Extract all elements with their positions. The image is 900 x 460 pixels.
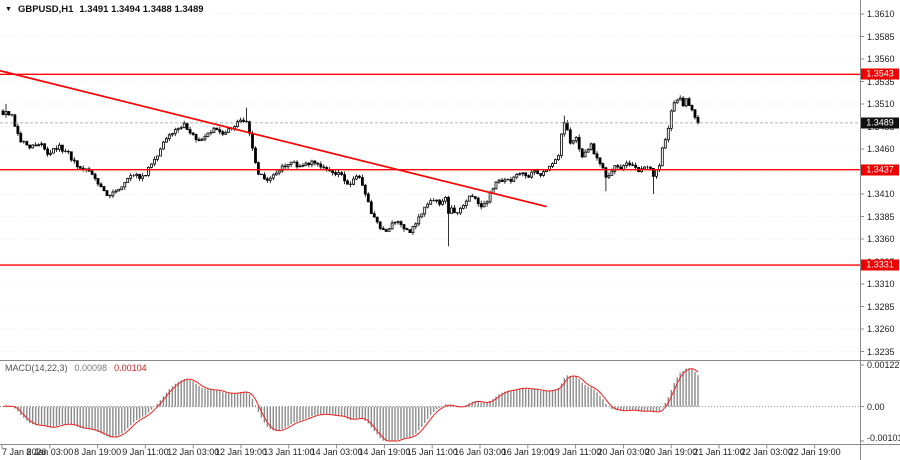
macd-tick-label: 0.00122 [867,360,900,370]
symbol-icon: ▼ [5,5,12,13]
price-tick-label: 1.3385 [867,211,895,222]
time-tick-label: 12 Jan 03:00 [167,447,220,457]
time-tick-label: 9 Jan 11:00 [122,447,169,457]
price-tick-label: 1.3235 [867,346,895,357]
price-tick-label: 1.3460 [867,144,895,154]
symbol-label: GBPUSD,H1 [17,4,74,15]
price-tick-label: 1.3260 [867,324,895,334]
macd-main-value: 0.00098 [74,363,108,373]
time-tick-label: 16 Jan 03:00 [453,447,507,457]
macd-indicator-label: MACD(14,22,3) 0.00098 0.00104 [5,363,147,373]
time-tick-label: 20 Jan 19:00 [645,447,698,457]
time-tick-label: 19 Jan 11:00 [549,447,602,457]
level-price-tag: 1.3543 [861,68,899,80]
time-tick-label: 13 Jan 11:00 [263,447,315,457]
macd-signal-value: 0.00104 [114,363,147,373]
time-tick-label: 8 Jan 19:00 [74,447,122,457]
time-tick-label: 22 Jan 03:00 [740,447,793,457]
level-price-tag: 1.3437 [861,164,899,176]
time-tick-label: 7 Jan 2026 [2,447,47,457]
macd-tick-label: -0.00101 [867,433,900,443]
price-tick-label: 1.3410 [867,189,895,199]
time-tick-label: 15 Jan 11:00 [406,447,458,457]
time-tick-label: 20 Jan 03:00 [597,447,650,457]
price-tick-label: 1.3510 [867,99,895,109]
ohlc-values: 1.3491 1.3494 1.3488 1.3489 [79,4,204,15]
chart-header: ▼ GBPUSD,H1 1.3491 1.3494 1.3488 1.3489 [5,4,204,15]
price-tick-label: 1.3285 [867,301,895,312]
price-tick-label: 1.3535 [867,76,895,87]
level-price-tag: 1.3331 [861,259,899,271]
time-tick-label: 14 Jan 19:00 [358,447,411,457]
price-tick-label: 1.3585 [867,31,895,42]
current-price-tag: 1.3489 [861,117,899,129]
time-tick-label: 16 Jan 19:00 [501,447,554,457]
price-tick-label: 1.3360 [867,234,895,244]
time-tick-label: 14 Jan 03:00 [310,447,363,457]
time-tick-label: 21 Jan 11:00 [693,447,745,457]
price-tick-label: 1.3610 [867,9,895,19]
macd-name: MACD(14,22,3) [5,363,68,373]
time-tick-label: 12 Jan 19:00 [214,447,268,457]
time-tick-label: 8 Jan 03:00 [26,447,74,457]
time-tick-label: 22 Jan 19:00 [788,447,841,457]
macd-tick-label: 0.00 [867,401,885,412]
price-tick-label: 1.3560 [867,54,895,64]
price-tick-label: 1.3310 [867,279,895,289]
